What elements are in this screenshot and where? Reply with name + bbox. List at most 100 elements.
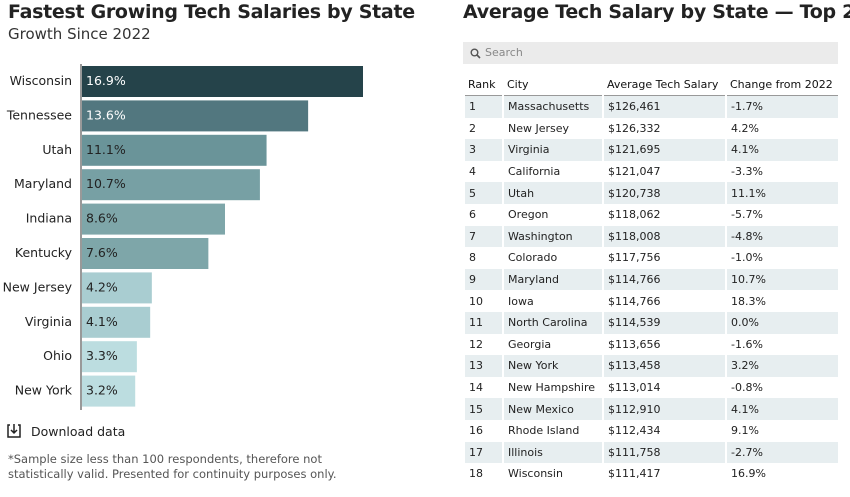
table-cell: $121,047 [602, 160, 726, 183]
download-icon[interactable] [7, 423, 23, 439]
table-cell: 4 [463, 160, 503, 183]
table-cell: -2.7% [725, 441, 838, 464]
table-cell: Virginia [502, 139, 603, 161]
column-header: Change from 2022 [726, 73, 838, 96]
table-cell: $112,434 [602, 419, 726, 442]
table-row: 13 New York $113,458 3.2% [463, 355, 838, 377]
table-row: 10 Iowa $114,766 18.3% [463, 290, 838, 312]
table-cell: $126,332 [602, 117, 726, 140]
y-tick-label: Maryland [14, 176, 72, 191]
y-tick-label: Indiana [26, 211, 72, 226]
table-row: 16 Rhode Island $112,434 9.1% [463, 419, 838, 442]
table-cell: $112,910 [602, 398, 726, 420]
table-cell: 18 [463, 463, 503, 485]
table-cell: 7 [463, 225, 503, 248]
table-row: 4 California $121,047 -3.3% [463, 160, 838, 183]
table-cell: 11.1% [725, 182, 838, 204]
table-cell: 4.1% [725, 398, 838, 420]
download-link[interactable]: Download data [31, 424, 126, 439]
table-row: 14 New Hampshire $113,014 -0.8% [463, 376, 838, 399]
table-cell: 13 [463, 355, 503, 377]
table-cell: 18.3% [725, 290, 838, 312]
table-cell: $120,738 [602, 182, 726, 204]
value-label: 11.1% [86, 142, 126, 157]
search-placeholder: Search [485, 46, 523, 59]
value-label: 4.2% [86, 279, 118, 294]
table-cell: Massachusetts [502, 95, 603, 118]
table-cell: 3 [463, 139, 503, 161]
footnote: *Sample size less than 100 respondents, … [8, 452, 337, 481]
bar [82, 134, 267, 166]
table-cell: -5.7% [725, 203, 838, 226]
table-cell: 9.1% [725, 419, 838, 442]
table-cell: 3.2% [725, 355, 838, 377]
table-row: 6 Oregon $118,062 -5.7% [463, 203, 838, 226]
table-cell: -1.6% [725, 333, 838, 356]
table-cell: 1 [463, 95, 503, 118]
header-row: Rank City Average Tech Salary Change from 2… [464, 73, 838, 96]
y-tick-label: Tennessee [6, 107, 72, 122]
y-tick-label: New Jersey [3, 279, 73, 294]
table-cell: 10.7% [725, 268, 838, 291]
search-icon [470, 48, 481, 59]
table-row: 17 Illinois $111,758 -2.7% [463, 441, 838, 464]
chart-title: Fastest Growing Tech Salaries by State [8, 1, 415, 23]
bar [82, 306, 151, 338]
table-cell: 14 [463, 376, 503, 399]
table-cell: Illinois [502, 441, 603, 464]
table-row: 11 North Carolina $114,539 0.0% [463, 311, 838, 334]
table-cell: $118,062 [602, 203, 726, 226]
salary-table: Rank City Average Tech Salary Change from 2… [463, 73, 838, 485]
table-cell: $118,008 [602, 225, 726, 248]
value-label: 16.9% [86, 73, 126, 88]
table-cell: 2 [463, 117, 503, 140]
table-cell: Wisconsin [502, 463, 603, 485]
value-label: 4.1% [86, 314, 118, 329]
value-label: 3.2% [86, 383, 118, 398]
column-header: Average Tech Salary [603, 73, 726, 96]
y-tick-label: New York [15, 383, 73, 398]
table-cell: $111,417 [602, 463, 726, 485]
table-cell: $114,766 [602, 290, 726, 312]
y-tick-label: Virginia [25, 314, 72, 329]
table-cell: 15 [463, 398, 503, 420]
table-cell: -4.8% [725, 225, 838, 248]
table-cell: -1.7% [725, 95, 838, 118]
bar [82, 272, 152, 304]
table-cell: $121,695 [602, 139, 726, 161]
table-row: 3 Virginia $121,695 4.1% [463, 139, 838, 161]
value-label: 10.7% [86, 176, 126, 191]
table-cell: 4.1% [725, 139, 838, 161]
table-cell: Georgia [502, 333, 603, 356]
table-cell: New York [502, 355, 603, 377]
table-cell: 11 [463, 311, 503, 334]
bar [82, 203, 225, 235]
table-cell: 16.9% [725, 463, 838, 485]
table-cell: 0.0% [725, 311, 838, 334]
value-label: 13.6% [86, 107, 126, 122]
search-box[interactable]: Search [463, 42, 838, 64]
table-cell: $113,014 [602, 376, 726, 399]
table-cell: 16 [463, 419, 503, 442]
table-cell: $111,758 [602, 441, 726, 464]
bar [82, 238, 209, 269]
y-tick-label: Ohio [43, 348, 72, 363]
bar [82, 66, 363, 97]
chart-subtitle: Growth Since 2022 [8, 25, 151, 43]
table-row: 2 New Jersey $126,332 4.2% [463, 117, 838, 140]
table-cell: Washington [502, 225, 603, 248]
table-cell: $113,458 [602, 355, 726, 377]
value-label: 3.3% [86, 348, 118, 363]
table-cell: 12 [463, 333, 503, 356]
table-row: 9 Maryland $114,766 10.7% [463, 268, 838, 291]
table-cell: -1.0% [725, 247, 838, 269]
y-tick-label: Kentucky [15, 245, 73, 260]
table-cell: California [502, 160, 603, 183]
table-row: 8 Colorado $117,756 -1.0% [463, 247, 838, 269]
table-cell: Iowa [502, 290, 603, 312]
table-cell: Utah [502, 182, 603, 204]
bar [82, 341, 137, 373]
table-cell: 4.2% [725, 117, 838, 140]
table-cell: 5 [463, 182, 503, 204]
